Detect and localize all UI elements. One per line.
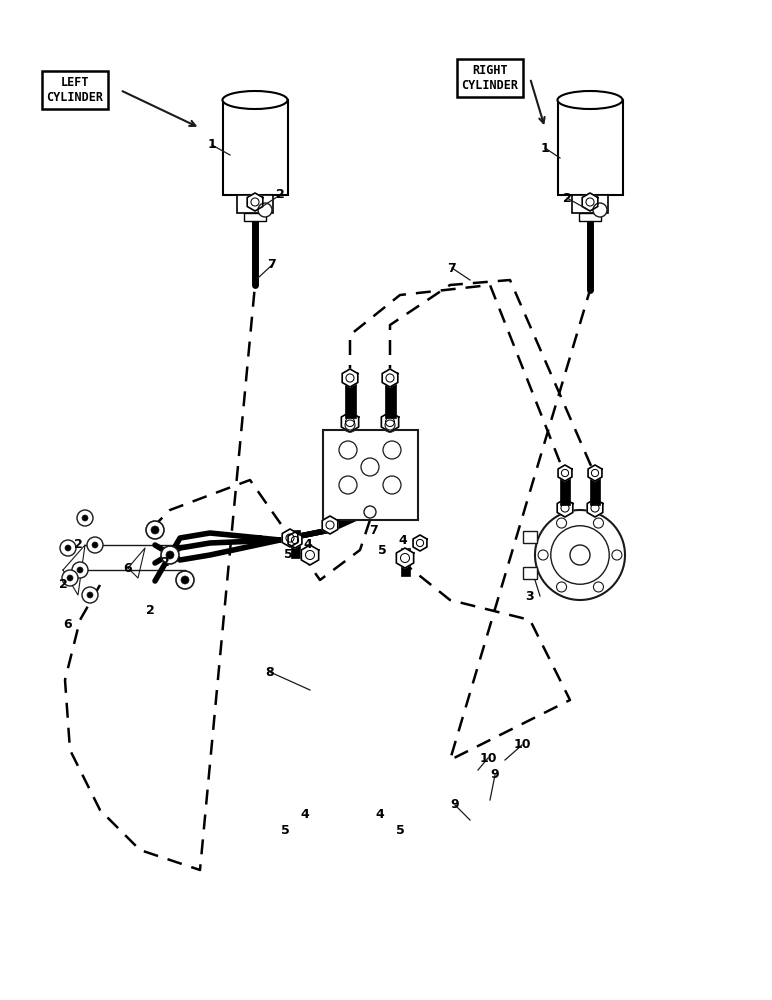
Text: 9: 9 [451, 798, 459, 812]
Circle shape [557, 582, 567, 592]
Circle shape [557, 518, 567, 528]
Polygon shape [382, 369, 398, 387]
Bar [244, 213, 266, 221]
Circle shape [538, 550, 548, 560]
Text: 5: 5 [283, 548, 293, 562]
Circle shape [570, 545, 590, 565]
Polygon shape [322, 516, 338, 534]
Circle shape [345, 420, 355, 430]
Text: 4: 4 [398, 534, 408, 546]
Text: 2: 2 [73, 538, 83, 552]
Text: 6: 6 [124, 562, 132, 574]
Circle shape [181, 576, 189, 584]
Circle shape [258, 203, 272, 217]
Bar [523, 531, 537, 543]
Ellipse shape [222, 91, 287, 109]
Circle shape [77, 567, 83, 573]
Text: 2: 2 [276, 188, 284, 202]
Polygon shape [557, 499, 573, 517]
Text: 7: 7 [448, 261, 456, 274]
Text: 8: 8 [266, 666, 274, 678]
Bar [237, 195, 273, 213]
Text: 10: 10 [513, 738, 531, 752]
Circle shape [385, 420, 395, 430]
Text: 5: 5 [281, 824, 290, 836]
Text: 1: 1 [208, 138, 216, 151]
Polygon shape [288, 532, 302, 548]
Circle shape [161, 546, 179, 564]
Text: 1: 1 [540, 141, 550, 154]
Bar [401, 548, 409, 576]
Polygon shape [301, 545, 319, 565]
Text: 4: 4 [303, 538, 313, 552]
Text: 3: 3 [526, 589, 534, 602]
Text: 2: 2 [563, 192, 571, 205]
Bar [344, 380, 355, 418]
Bar [579, 213, 601, 221]
Circle shape [82, 587, 98, 603]
Text: 4: 4 [376, 808, 384, 822]
Polygon shape [396, 548, 414, 568]
Polygon shape [588, 465, 602, 481]
Circle shape [87, 537, 103, 553]
Polygon shape [582, 193, 598, 211]
Bar [572, 195, 608, 213]
Bar [222, 100, 287, 195]
Text: RIGHT
CYLINDER: RIGHT CYLINDER [462, 64, 519, 92]
Polygon shape [342, 369, 357, 387]
Circle shape [62, 570, 78, 586]
Bar [557, 100, 622, 195]
Text: 7: 7 [254, 534, 262, 546]
Circle shape [176, 571, 194, 589]
Circle shape [594, 582, 604, 592]
Polygon shape [381, 412, 398, 432]
Text: 5: 5 [378, 544, 386, 556]
Circle shape [151, 526, 159, 534]
Bar [560, 475, 570, 505]
Circle shape [82, 515, 88, 521]
Text: 7: 7 [268, 258, 276, 271]
Bar [384, 380, 395, 418]
Circle shape [593, 203, 607, 217]
Bar [590, 475, 600, 505]
Polygon shape [341, 412, 359, 432]
Text: 7: 7 [368, 524, 378, 536]
Circle shape [92, 542, 98, 548]
Text: 6: 6 [63, 618, 73, 632]
Circle shape [343, 418, 357, 432]
Text: 4: 4 [300, 808, 310, 822]
Text: 10: 10 [479, 752, 496, 764]
Circle shape [87, 592, 93, 598]
Circle shape [166, 551, 174, 559]
Circle shape [612, 550, 622, 560]
Circle shape [67, 575, 73, 581]
Polygon shape [587, 499, 603, 517]
Circle shape [594, 518, 604, 528]
Polygon shape [558, 465, 572, 481]
Text: LEFT
CYLINDER: LEFT CYLINDER [46, 76, 103, 104]
Circle shape [364, 506, 376, 518]
Circle shape [65, 545, 71, 551]
Bar [523, 567, 537, 579]
Circle shape [72, 562, 88, 578]
Text: 2: 2 [59, 578, 67, 591]
Polygon shape [413, 535, 427, 551]
Circle shape [60, 540, 76, 556]
Text: 2: 2 [146, 603, 154, 616]
Ellipse shape [557, 91, 622, 109]
Circle shape [77, 510, 93, 526]
Circle shape [535, 510, 625, 600]
Bar [323, 430, 418, 520]
Text: 9: 9 [491, 768, 499, 782]
Polygon shape [247, 193, 262, 211]
Text: 2: 2 [161, 556, 169, 568]
Polygon shape [283, 529, 298, 547]
Text: 5: 5 [395, 824, 405, 836]
Circle shape [383, 418, 397, 432]
Bar [290, 530, 300, 558]
Circle shape [146, 521, 164, 539]
